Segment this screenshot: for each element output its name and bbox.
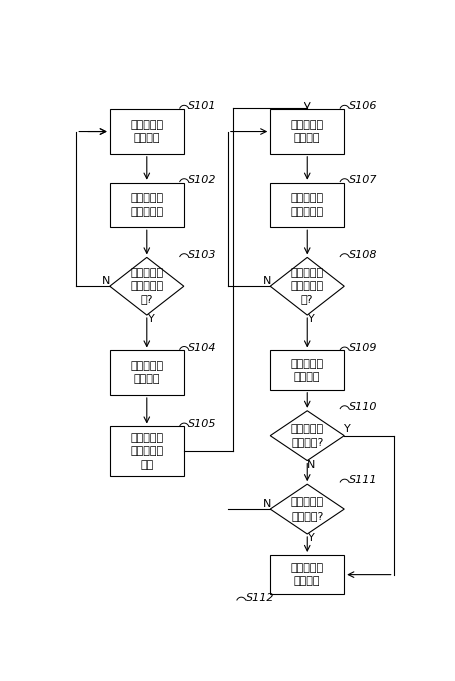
Text: S103: S103 (188, 250, 217, 259)
Bar (110, 351, 184, 395)
Text: S107: S107 (349, 175, 377, 185)
Bar (110, 426, 184, 476)
Text: N: N (263, 499, 271, 509)
Text: N: N (263, 276, 271, 286)
Polygon shape (110, 257, 184, 315)
Text: 取得震动频
率标准值: 取得震动频 率标准值 (130, 361, 163, 384)
Text: 当前值大于
上门限值?: 当前值大于 上门限值? (291, 498, 324, 521)
Text: S109: S109 (349, 343, 377, 353)
Text: S111: S111 (349, 475, 377, 486)
Text: 取得震动频
率当前值: 取得震动频 率当前值 (291, 358, 324, 382)
Text: 转换为数字
信号并存储: 转换为数字 信号并存储 (130, 193, 163, 217)
Text: S112: S112 (246, 593, 274, 603)
Text: 第一设定次
数或时间达
到?: 第一设定次 数或时间达 到? (130, 268, 163, 304)
Text: Y: Y (308, 314, 315, 323)
Text: N: N (102, 276, 111, 286)
Bar (270, 183, 344, 227)
Text: 采集主轴震
动频率值: 采集主轴震 动频率值 (291, 120, 324, 143)
Text: 输出并发送
停机信号: 输出并发送 停机信号 (291, 563, 324, 586)
Text: S101: S101 (188, 101, 217, 112)
Text: Y: Y (148, 314, 154, 323)
Bar (110, 183, 184, 227)
Text: S110: S110 (349, 402, 377, 412)
Polygon shape (270, 411, 344, 460)
Text: N: N (307, 460, 316, 469)
Text: S102: S102 (188, 175, 217, 185)
Text: S106: S106 (349, 101, 377, 112)
Bar (270, 109, 344, 154)
Polygon shape (270, 257, 344, 315)
Text: 当前值小于
下门限值?: 当前值小于 下门限值? (291, 424, 324, 447)
Bar (110, 109, 184, 154)
Text: 第二设定次
数或时间达
到?: 第二设定次 数或时间达 到? (291, 268, 324, 304)
Bar (270, 555, 344, 595)
Text: S105: S105 (188, 419, 217, 429)
Polygon shape (270, 484, 344, 534)
Text: 转换为数字
信号并存储: 转换为数字 信号并存储 (291, 193, 324, 217)
Text: 取得震动频
率上、下门
限值: 取得震动频 率上、下门 限值 (130, 433, 163, 470)
Text: S104: S104 (188, 343, 217, 353)
Text: Y: Y (308, 533, 315, 543)
Text: Y: Y (344, 424, 351, 434)
Bar (270, 351, 344, 390)
Text: S108: S108 (349, 250, 377, 259)
Text: 采集主轴震
动频率值: 采集主轴震 动频率值 (130, 120, 163, 143)
